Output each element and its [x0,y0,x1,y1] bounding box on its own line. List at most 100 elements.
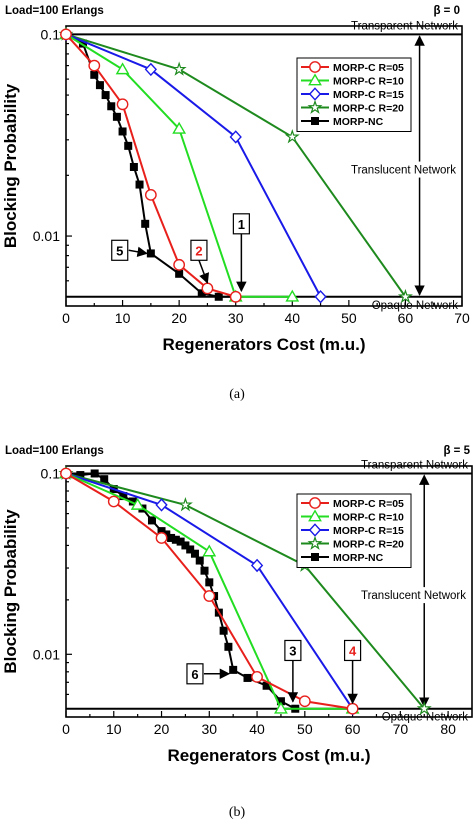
data-point-morp-nc [100,475,109,484]
legend-label-morp-nc: MORP-NC [333,552,384,564]
x-tick-label: 50 [341,310,357,326]
data-point-morp-c-r-10 [285,289,300,302]
callout-label: 2 [195,243,202,258]
opaque-network-label: Opaque Network [372,300,459,312]
data-point-morp-nc [195,556,204,565]
data-point-morp-c-r-05 [155,532,168,544]
data-point-morp-nc [186,545,195,554]
data-point-morp-nc [141,219,150,228]
data-point-morp-nc [135,180,144,189]
legend-label-morp-c-r-15: MORP-C R=15 [333,525,404,537]
data-point-morp-nc [95,81,104,90]
data-point-morp-c-r-15 [314,290,327,304]
beta-label: β = 0 [433,5,460,17]
data-point-morp-nc [224,642,233,651]
legend-marker-morp-c-r-20 [307,535,323,550]
callout-label: 4 [349,643,357,658]
callout-box [186,663,204,685]
y-axis-title: Blocking Probability [1,509,20,674]
x-tick-label: 30 [228,310,244,326]
legend-marker-morp-c-r-10 [308,73,322,86]
translucent-network-label-bg [334,161,430,178]
beta-label: β = 5 [443,445,470,457]
x-tick-label: 20 [171,310,187,326]
legend-marker-morp-c-r-05 [309,497,321,509]
data-point-morp-nc [147,516,156,525]
y-tick-label: 0.01 [33,646,60,662]
callout-box [343,639,362,662]
x-tick-label: 70 [454,310,470,326]
data-point-morp-c-r-05 [346,702,359,715]
y-tick-label: 0.1 [41,26,61,42]
x-tick-label: 60 [398,310,414,326]
data-point-morp-nc [90,70,99,79]
x-tick-label: 0 [62,721,70,737]
data-point-morp-c-r-10 [130,497,145,510]
data-point-morp-c-r-05 [88,59,101,72]
chart-b: 0 10 20 30 40 50 60 70 80 0.01 0.1 Regenerators Cos… [1,445,473,820]
chart-a: 0 10 20 30 40 50 60 70 0.01 0.1 Regenerators Cost … [1,5,470,402]
data-point-morp-nc [181,541,190,550]
data-point-morp-c-r-05 [107,495,120,508]
callout-box [232,213,250,235]
legend-marker-morp-c-r-05 [309,61,321,73]
legend-label-morp-c-r-05: MORP-C R=05 [333,62,404,74]
data-point-morp-c-r-05 [173,258,186,271]
translucent-network-label: Translucent Network [361,590,466,602]
callout-label: 3 [289,643,296,658]
y-tick-label: 0.1 [41,465,61,481]
data-point-morp-nc [118,127,127,136]
legend-label-morp-nc: MORP-NC [333,116,384,128]
figure-caption: (b) [229,805,246,820]
x-tick-label: 50 [297,721,313,737]
data-point-morp-c-r-05 [251,670,263,683]
callout-label: 6 [191,667,198,682]
data-point-morp-nc [175,269,184,278]
data-point-morp-c-r-05 [298,695,311,708]
callout-box [111,239,129,261]
x-tick-label: 40 [284,310,300,326]
callout-box [190,239,208,261]
x-tick-label: 30 [202,721,218,737]
data-point-morp-c-r-05 [60,28,72,41]
legend-label-morp-c-r-10: MORP-C R=10 [333,76,404,88]
x-tick-label: 80 [440,721,456,737]
data-point-morp-nc [214,292,223,301]
data-point-morp-nc [205,578,214,587]
plot-frame [65,465,473,718]
x-tick-label: 10 [106,721,122,737]
legend-marker-morp-nc [310,552,319,561]
x-tick-label: 40 [249,721,265,737]
opaque-network-label: Opaque Network [382,712,469,724]
data-point-morp-c-r-10 [202,544,217,557]
legend-label-morp-c-r-05: MORP-C R=05 [333,498,404,510]
data-point-morp-c-r-20 [171,61,187,76]
data-point-morp-c-r-15 [250,558,264,573]
x-axis-title: Regenerators Cost (m.u.) [167,746,370,765]
data-point-morp-c-r-20 [284,129,300,144]
data-point-morp-nc [101,91,110,100]
data-point-morp-c-r-05 [116,98,129,111]
data-point-morp-c-r-05 [229,290,242,303]
callout-label: 1 [238,217,245,232]
x-tick-label: 60 [345,721,361,737]
y-axis-title: Blocking Probability [1,83,20,248]
x-axis-title: Regenerators Cost (m.u.) [162,335,365,354]
data-point-morp-nc [107,102,116,111]
data-point-morp-nc [243,673,252,682]
translucent-network-label: Translucent Network [351,165,456,177]
y-tick-label: 0.01 [33,228,60,244]
data-point-morp-c-r-05 [203,590,216,602]
legend-label-morp-c-r-15: MORP-C R=15 [333,89,404,101]
data-point-morp-c-r-20 [177,497,193,512]
data-point-morp-nc [219,626,228,635]
data-point-morp-c-r-05 [201,282,214,295]
legend-label-morp-c-r-20: MORP-C R=20 [333,539,404,551]
data-point-morp-c-r-05 [60,467,72,480]
data-point-morp-c-r-15 [229,130,242,144]
legend-marker-morp-c-r-10 [308,509,322,522]
data-point-morp-c-r-20 [416,700,432,716]
data-point-morp-c-r-15 [144,62,158,77]
data-point-morp-c-r-10 [115,62,130,75]
figure-caption: (a) [229,387,245,402]
